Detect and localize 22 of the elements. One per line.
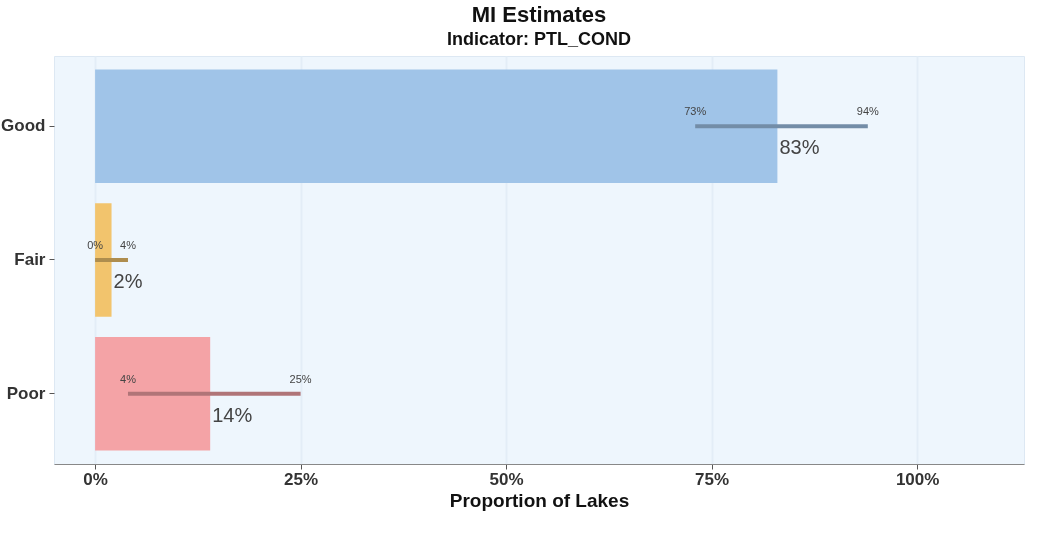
chart-title: MI Estimates bbox=[471, 2, 607, 27]
annotation: 0% bbox=[87, 239, 104, 251]
data-label: 14% bbox=[212, 403, 253, 426]
bar bbox=[95, 336, 211, 451]
annotation: 4% bbox=[120, 372, 137, 385]
data-label: 83% bbox=[779, 136, 820, 159]
bar bbox=[95, 69, 778, 184]
x-tick-label: 25% bbox=[284, 469, 319, 489]
chart-subtitle: Indicator: PTL_COND bbox=[446, 29, 632, 49]
annotation: 73% bbox=[684, 105, 707, 118]
y-tick-label: Fair bbox=[14, 250, 46, 269]
y-tick-label: Poor bbox=[6, 383, 46, 403]
annotation: 4% bbox=[120, 239, 137, 251]
x-tick-label: 75% bbox=[695, 469, 730, 489]
x-tick-label: 0% bbox=[83, 469, 108, 489]
y-tick-label: Good bbox=[1, 116, 46, 136]
x-tick-label: 50% bbox=[489, 469, 524, 489]
annotation: 94% bbox=[856, 105, 880, 118]
x-axis-title: Proportion of Lakes bbox=[449, 489, 630, 511]
x-tick-label: 100% bbox=[895, 469, 940, 489]
annotation: 25% bbox=[289, 372, 312, 385]
data-label: 2% bbox=[113, 270, 143, 292]
